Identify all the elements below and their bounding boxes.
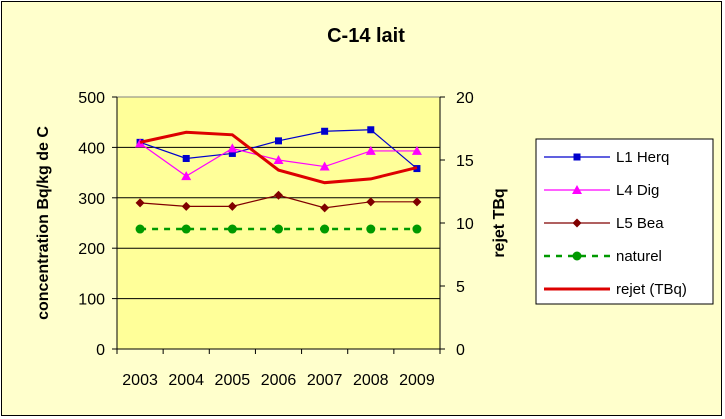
series-l5-bea	[135, 190, 422, 213]
legend-marker-l4-dig	[572, 185, 582, 194]
y-tick-label: 0	[96, 342, 105, 359]
y-axis-title: concentration Bq/kg de C	[35, 126, 52, 320]
x-tick-label: 2005	[215, 372, 251, 389]
x-tick-label: 2004	[168, 372, 204, 389]
series-naturel	[135, 224, 422, 234]
y2-tick-label: 10	[456, 216, 474, 233]
data-point-l5-bea	[181, 201, 191, 211]
data-point-naturel	[366, 224, 376, 234]
data-point-naturel	[412, 224, 422, 234]
y2-tick-label: 5	[456, 279, 465, 296]
data-point-l5-bea	[274, 190, 283, 200]
y-tick-label: 500	[78, 90, 105, 107]
series-l4-dig	[135, 138, 422, 181]
data-point-l1-herq	[275, 137, 282, 145]
data-point-l5-bea	[227, 201, 237, 211]
x-tick-label: 2003	[122, 372, 158, 389]
legend-box	[535, 138, 714, 305]
legend-marker-naturel	[572, 251, 582, 261]
data-point-l5-bea	[366, 197, 376, 207]
legend-marker-l1-herq	[573, 153, 581, 161]
legend-label-l5-bea: L5 Bea	[616, 215, 664, 232]
data-point-l5-bea	[320, 203, 330, 213]
data-point-l4-dig	[227, 143, 238, 153]
legend-label-l1-herq: L1 Herq	[616, 149, 669, 166]
series-layer	[135, 126, 422, 234]
data-point-l4-dig	[181, 171, 192, 181]
data-point-naturel	[181, 224, 191, 234]
x-tick-label: 2007	[307, 372, 343, 389]
data-point-l1-herq	[367, 126, 375, 134]
data-point-naturel	[227, 224, 237, 234]
data-point-naturel	[274, 224, 283, 234]
series-rejet-tbq	[139, 130, 418, 185]
y2-axis-title: rejet TBq	[491, 188, 508, 257]
y2-tick-label: 0	[456, 342, 465, 359]
chart-title: C-14 lait	[327, 25, 405, 47]
right-axis: 0 5 10 15 20	[439, 90, 474, 359]
x-tick-label: 2009	[399, 372, 435, 389]
y-tick-label: 100	[78, 292, 105, 309]
y-tick-label: 200	[78, 241, 105, 258]
y2-tick-label: 20	[456, 90, 474, 107]
plot-area	[116, 96, 441, 350]
x-tick-label: 2008	[353, 372, 389, 389]
data-point-l4-dig	[273, 155, 284, 164]
left-axis: 0 100 200 300 400 500	[78, 90, 118, 359]
data-point-l5-bea	[135, 198, 145, 208]
data-point-l1-herq	[182, 154, 190, 162]
y-tick-label: 300	[78, 191, 105, 208]
legend-marker-l5-bea	[572, 218, 582, 228]
data-point-l4-dig	[365, 145, 376, 155]
data-point-l1-herq	[228, 149, 236, 157]
data-point-naturel	[135, 224, 145, 234]
legend-label-rejet-tbq: rejet (TBq)	[616, 281, 687, 298]
y-tick-label: 400	[78, 140, 105, 157]
series-line-rejet-tbq	[139, 130, 418, 185]
x-tick-label: 2006	[261, 372, 297, 389]
data-point-l1-herq	[321, 127, 329, 135]
data-point-l5-bea	[412, 197, 422, 207]
legend: L1 Herq L4 Dig L5 Bea naturel rejet (TBq)	[544, 149, 687, 298]
data-point-naturel	[320, 224, 330, 234]
data-point-l4-dig	[411, 145, 422, 155]
data-point-l4-dig	[135, 138, 146, 148]
legend-label-naturel: naturel	[616, 248, 662, 265]
x-axis: 2003 2004 2005 2006 2007 2008 2009	[116, 348, 441, 389]
data-point-l4-dig	[319, 161, 330, 171]
y2-tick-label: 15	[456, 153, 474, 170]
legend-label-l4-dig: L4 Dig	[616, 182, 659, 199]
